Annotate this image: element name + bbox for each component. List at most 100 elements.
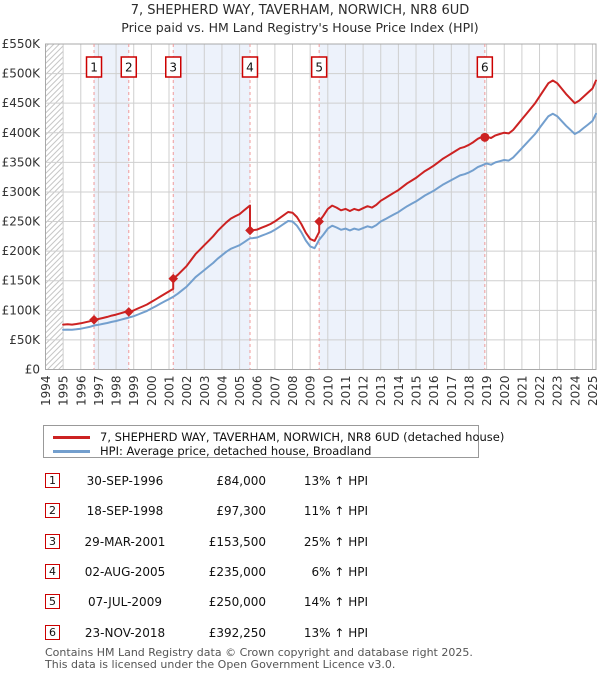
x-axis-label: 1994: [39, 376, 53, 407]
transaction-date: 23-NOV-2018: [84, 625, 166, 640]
x-axis-label: 2009: [304, 376, 318, 407]
purchase-number-box: [241, 56, 259, 78]
purchase-marker-diamond: [245, 225, 255, 236]
ownership-band: [319, 44, 485, 370]
y-axis-label: £500K: [2, 67, 42, 81]
y-axis-label: £50K: [9, 333, 41, 347]
y-axis-label: £100K: [2, 303, 42, 317]
transaction-number-badge: 3: [45, 533, 60, 549]
transaction-number-badge: 1: [45, 473, 60, 488]
transaction-price: £84,000: [216, 474, 266, 488]
x-axis-label: 2021: [515, 376, 529, 407]
x-axis-label: 2004: [215, 376, 229, 407]
transaction-date: 29-MAR-2001: [84, 534, 166, 549]
transaction-row: 1 30-SEP-1996 £84,000 13% ↑ HPI: [0, 473, 600, 490]
x-axis-label: 2020: [498, 376, 512, 407]
legend-label-hpi: HPI: Average price, detached house, Broa…: [100, 444, 372, 458]
purchase-number: 2: [125, 61, 133, 75]
y-axis-label: £550K: [2, 37, 42, 51]
footer-license-line1: Contains HM Land Registry data © Crown c…: [45, 646, 473, 659]
transaction-row: 5 07-JUL-2009 £250,000 14% ↑ HPI: [0, 594, 600, 611]
x-axis-label: 2002: [180, 376, 194, 407]
property-line-sample: [53, 435, 90, 439]
x-axis-label: 2019: [480, 376, 494, 407]
page-subtitle: Price paid vs. HM Land Registry's House …: [121, 20, 479, 35]
x-axis-label: 2011: [339, 376, 353, 407]
x-axis-label: 1996: [74, 376, 88, 407]
hpi-line-sample: [53, 449, 90, 453]
transaction-number-badge: 5: [45, 594, 60, 610]
transaction-row: 4 02-AUG-2005 £235,000 6% ↑ HPI: [0, 563, 600, 581]
purchase-markers: [89, 132, 490, 325]
page-title: 7, SHEPHERD WAY, TAVERHAM, NORWICH, NR8 …: [130, 3, 470, 18]
transaction-date: 18-SEP-1998: [86, 504, 164, 519]
x-axis-labels: 1994 1995 1996 1997 1998 1999 2000 2001 2002 2003…: [39, 376, 600, 407]
x-axis-label: 1998: [110, 376, 124, 407]
transaction-row: 3 29-MAR-2001 £153,500 25% ↑ HPI: [0, 533, 600, 551]
x-axis-label: 1995: [57, 376, 71, 407]
purchase-number-box: [476, 56, 494, 78]
y-axis-label: £400K: [2, 126, 42, 140]
x-axis-label: 2012: [357, 376, 371, 407]
transaction-number-badge: 6: [45, 624, 60, 640]
price-history-chart: 1 2 3 4 5 6 £0 £50K £100K £150K £200K £250K £300K £35…: [2, 37, 600, 407]
footer-license-line2: This data is licensed under the Open Gov…: [45, 657, 396, 671]
x-axis-label: 2006: [251, 376, 265, 407]
ownership-bands: [94, 44, 485, 370]
transaction-price: £250,000: [208, 595, 266, 610]
x-axis-label: 2005: [233, 376, 247, 407]
transaction-vs-hpi: 14% ↑ HPI: [303, 595, 368, 610]
purchase-marker-diamond: [89, 314, 99, 325]
legend: 7, SHEPHERD WAY, TAVERHAM, NORWICH, NR8 …: [43, 425, 504, 458]
x-axis-label: 2025: [586, 376, 600, 407]
x-axis-label: 1999: [127, 376, 141, 407]
transaction-price: £97,300: [216, 504, 266, 519]
legend-item-property: 7, SHEPHERD WAY, TAVERHAM, NORWICH, NR8 …: [44, 430, 504, 444]
x-axis-label: 2007: [268, 376, 282, 407]
transaction-number-badge: 2: [45, 503, 60, 519]
transaction-row: 2 18-SEP-1998 £97,300 11% ↑ HPI: [0, 503, 600, 520]
ownership-band: [173, 44, 250, 370]
ownership-band: [94, 44, 129, 370]
legend-label-property: 7, SHEPHERD WAY, TAVERHAM, NORWICH, NR8 …: [100, 430, 505, 444]
purchase-number: 6: [481, 61, 489, 75]
x-axis-label: 2003: [198, 376, 212, 407]
purchase-marker-diamond: [123, 307, 134, 317]
x-axis-label: 2010: [321, 376, 335, 407]
transaction-number-badge: 4: [45, 563, 60, 579]
y-axis-label: £300K: [2, 185, 42, 199]
x-axis-label: 2024: [568, 376, 582, 407]
y-axis-label: £200K: [2, 244, 42, 258]
transaction-row: 6 23-NOV-2018 £392,250 13% ↑ HPI: [0, 624, 600, 642]
purchase-number: 5: [315, 61, 323, 75]
transaction-price: £153,500: [208, 534, 266, 549]
transaction-price: £392,250: [208, 625, 266, 640]
y-axis-label: £250K: [2, 215, 42, 229]
plot-border: [45, 43, 597, 370]
purchase-number-box: [164, 56, 182, 78]
x-axis-label: 2008: [286, 376, 300, 407]
transaction-date: 30-SEP-1996: [86, 474, 164, 488]
y-axis-label: £0: [25, 363, 40, 377]
transaction-date: 02-AUG-2005: [84, 564, 166, 579]
x-axis-label: 2023: [551, 376, 565, 407]
hpi-line: [62, 112, 597, 331]
transaction-vs-hpi: 13% ↑ HPI: [303, 474, 368, 488]
x-axis-label: 2014: [392, 376, 406, 407]
y-axis-label: £450K: [2, 96, 42, 110]
property-price-line: [62, 79, 597, 326]
transaction-vs-hpi: 25% ↑ HPI: [303, 534, 368, 549]
purchase-number: 3: [169, 61, 177, 75]
purchase-number: 1: [90, 61, 98, 75]
y-axis-labels: £0 £50K £100K £150K £200K £250K £300K £350K £400…: [2, 37, 42, 377]
x-axis-label: 2016: [427, 376, 441, 407]
x-axis-label: 2017: [445, 376, 459, 407]
x-axis-label: 1997: [92, 376, 106, 407]
transaction-vs-hpi: 13% ↑ HPI: [303, 625, 368, 640]
transaction-vs-hpi: 6% ↑ HPI: [311, 564, 368, 579]
footer-license: Contains HM Land Registry data © Crown c…: [45, 647, 473, 670]
x-axis-label: 2022: [533, 376, 547, 407]
x-axis-label: 2013: [374, 376, 388, 407]
transaction-price: £235,000: [208, 564, 266, 579]
